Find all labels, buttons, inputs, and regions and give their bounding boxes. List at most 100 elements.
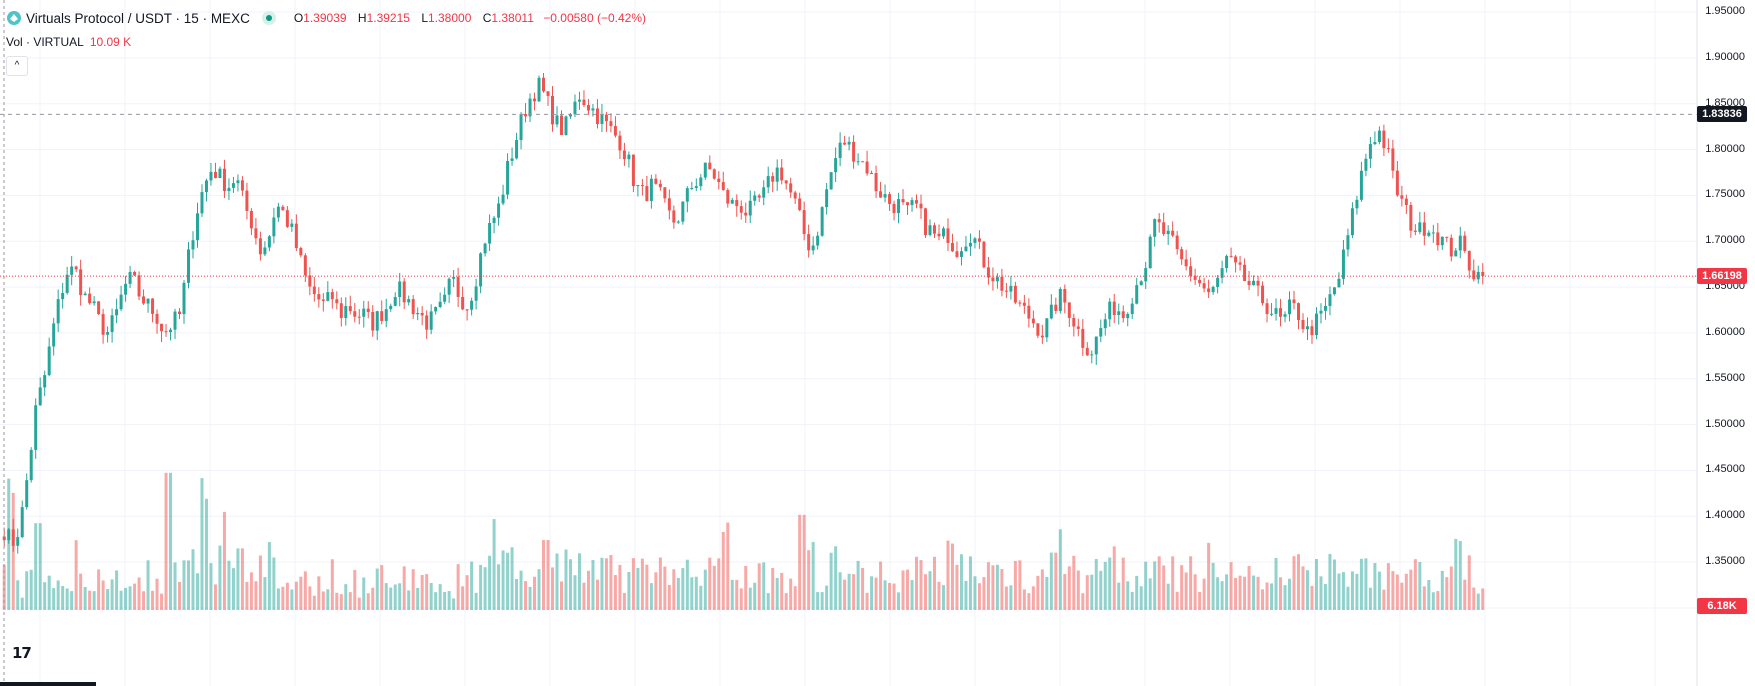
candle-body — [1027, 305, 1031, 319]
candle-body — [200, 192, 204, 214]
market-open-status-icon — [261, 11, 276, 25]
volume-bar — [1216, 577, 1220, 610]
candle-body — [115, 309, 119, 316]
volume-bar — [1085, 575, 1089, 610]
candle-body — [1103, 319, 1107, 329]
scrollbar-thumb[interactable] — [0, 682, 96, 686]
candle-body — [1382, 130, 1386, 149]
volume-bar — [1377, 571, 1381, 610]
candle-body — [879, 191, 883, 198]
candle-body — [434, 306, 438, 312]
volume-bar — [928, 571, 932, 610]
candle-body — [164, 331, 168, 333]
volume-bar — [1166, 583, 1170, 610]
candle-body — [74, 266, 78, 270]
volume-bar — [353, 569, 357, 610]
virtuals-logo-icon — [7, 11, 21, 25]
volume-bar — [1297, 554, 1301, 610]
volume-bar — [272, 557, 276, 610]
volume-bar — [1350, 571, 1354, 610]
candle-body — [101, 314, 105, 335]
volume-bar — [1207, 542, 1211, 610]
candle-body — [937, 233, 941, 237]
volume-bar — [326, 589, 330, 610]
volume-bar — [371, 587, 375, 610]
volume-bar — [555, 553, 559, 610]
candle-body — [973, 238, 977, 243]
candle-body — [29, 449, 33, 481]
candle-body — [303, 255, 307, 276]
candle-body — [977, 238, 981, 242]
candle-body — [474, 286, 478, 301]
volume-bar — [164, 472, 168, 610]
symbol-legend[interactable]: Virtuals Protocol / USDT · 15 · MEXC O1.… — [6, 10, 646, 26]
volume-bar — [16, 580, 20, 610]
candle-body — [227, 187, 231, 192]
candle-body — [1256, 280, 1260, 286]
volume-bar — [1332, 559, 1336, 610]
volume-bar — [398, 583, 402, 610]
candle-body — [1355, 199, 1359, 209]
volume-bar — [146, 560, 150, 610]
volume-bar — [263, 577, 267, 610]
candle-body — [151, 298, 155, 314]
volume-bar — [1427, 580, 1431, 610]
volume-bar — [1058, 529, 1062, 610]
candle-body — [1040, 335, 1044, 338]
volume-bar — [1382, 589, 1386, 610]
volume-bar — [245, 581, 249, 610]
candle-body — [924, 208, 928, 235]
volume-bar — [1112, 546, 1116, 610]
candle-body — [1297, 303, 1301, 320]
candlestick-series — [2, 73, 1485, 554]
volume-bar — [906, 569, 910, 610]
candle-body — [1323, 306, 1327, 311]
volume-bar — [888, 583, 892, 610]
volume-bar — [281, 586, 285, 610]
candle-body — [461, 296, 465, 310]
volume-bar — [20, 597, 24, 610]
candle-body — [452, 276, 456, 279]
volume-bar — [1314, 559, 1318, 610]
volume-bar — [465, 575, 469, 610]
volume-bar — [1238, 575, 1242, 610]
candle-body — [618, 135, 622, 151]
candle-body — [1238, 262, 1242, 265]
symbol-title[interactable]: Virtuals Protocol / USDT · 15 · MEXC — [26, 10, 250, 26]
volume-bar — [393, 584, 397, 610]
volume-bar — [339, 594, 343, 610]
volume-legend[interactable]: Vol · VIRTUAL 10.09 K — [6, 35, 131, 49]
volume-bar — [627, 572, 631, 610]
candle-body — [1202, 283, 1206, 289]
volume-bar — [1391, 571, 1395, 610]
candle-body — [798, 198, 802, 211]
volume-bar — [1036, 575, 1040, 610]
volume-bar — [209, 563, 213, 610]
candle-body — [564, 116, 568, 135]
candle-body — [249, 210, 253, 229]
candle-body — [586, 105, 590, 111]
volume-bar — [1283, 585, 1287, 610]
candle-body — [106, 332, 110, 335]
candle-body — [1270, 313, 1274, 315]
volume-bar — [1436, 591, 1440, 610]
candle-body — [380, 311, 384, 321]
volume-bar — [667, 584, 671, 610]
candle-body — [1373, 142, 1377, 145]
volume-bar — [461, 586, 465, 610]
tradingview-logo-icon[interactable]: 17 — [12, 644, 32, 662]
candle-body — [690, 187, 694, 189]
collapse-legend-button[interactable]: ^ — [6, 56, 28, 76]
candle-body — [1234, 256, 1238, 263]
candle-body — [1346, 235, 1350, 250]
price-axis-tick-label: 1.35000 — [1705, 555, 1745, 568]
candle-body — [946, 228, 950, 243]
volume-bar — [1413, 559, 1417, 610]
candle-body — [964, 246, 968, 252]
volume-bar — [65, 588, 69, 610]
candle-body — [1157, 219, 1161, 223]
volume-bar — [1467, 555, 1471, 610]
last-price-tag: 1.66198 — [1697, 268, 1747, 285]
volume-bar — [865, 592, 869, 610]
